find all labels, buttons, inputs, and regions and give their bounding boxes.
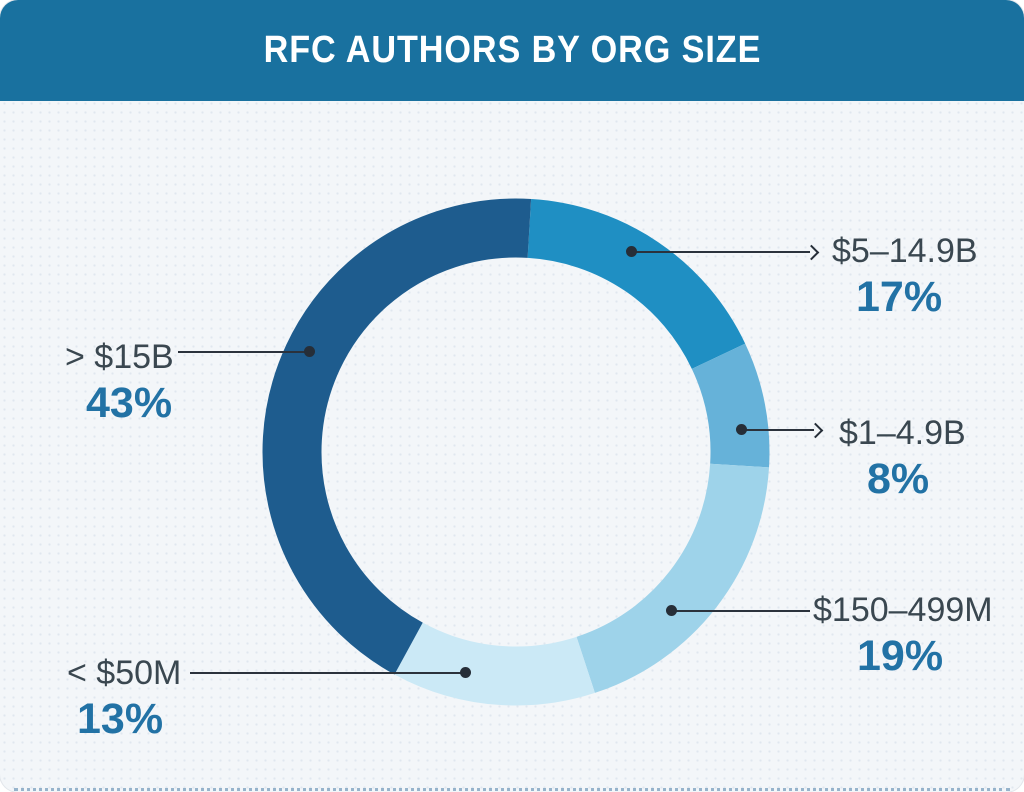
donut-chart xyxy=(260,196,772,708)
segment-percent: 8% xyxy=(867,454,930,503)
leader-line-150-499m xyxy=(672,610,810,612)
arrow-right-icon xyxy=(807,422,824,439)
leader-dot xyxy=(626,246,637,257)
leader-line-lt-50m xyxy=(190,672,466,674)
arrow-right-icon xyxy=(803,244,820,261)
leader-dot xyxy=(304,346,315,357)
donut-rings xyxy=(262,198,770,706)
dotted-border-decoration xyxy=(14,788,1010,791)
leader-dot xyxy=(736,424,747,435)
callout-lt-50m: < $50M 13% xyxy=(67,652,181,744)
chart-title: RFC AUTHORS BY ORG SIZE xyxy=(263,29,761,71)
segment-label: $150–499M xyxy=(813,591,993,629)
donut-segment xyxy=(262,198,770,706)
segment-percent: 13% xyxy=(77,694,164,743)
leader-dot xyxy=(666,605,677,616)
callout-gt-15b: > $15B 43% xyxy=(65,336,174,428)
segment-percent: 19% xyxy=(857,631,944,680)
donut-segment xyxy=(262,198,770,706)
segment-label: > $15B xyxy=(65,338,174,376)
leader-line-gt-15b xyxy=(178,351,310,353)
segment-label: $5–14.9B xyxy=(832,232,978,270)
donut-segment xyxy=(262,198,770,706)
segment-label: < $50M xyxy=(67,654,182,692)
segment-percent: 17% xyxy=(856,272,943,321)
segment-label: $1–4.9B xyxy=(839,414,966,452)
leader-line-5-14-9b xyxy=(632,251,810,253)
segment-percent: 43% xyxy=(86,378,173,427)
title-banner: RFC AUTHORS BY ORG SIZE xyxy=(0,0,1024,101)
callout-1-4-9b: $1–4.9B 8% xyxy=(839,412,966,504)
callout-5-14-9b: $5–14.9B 17% xyxy=(832,230,978,322)
leader-dot xyxy=(460,667,471,678)
callout-150-499m: $150–499M 19% xyxy=(813,589,993,681)
leader-line-1-4-9b xyxy=(742,429,814,431)
